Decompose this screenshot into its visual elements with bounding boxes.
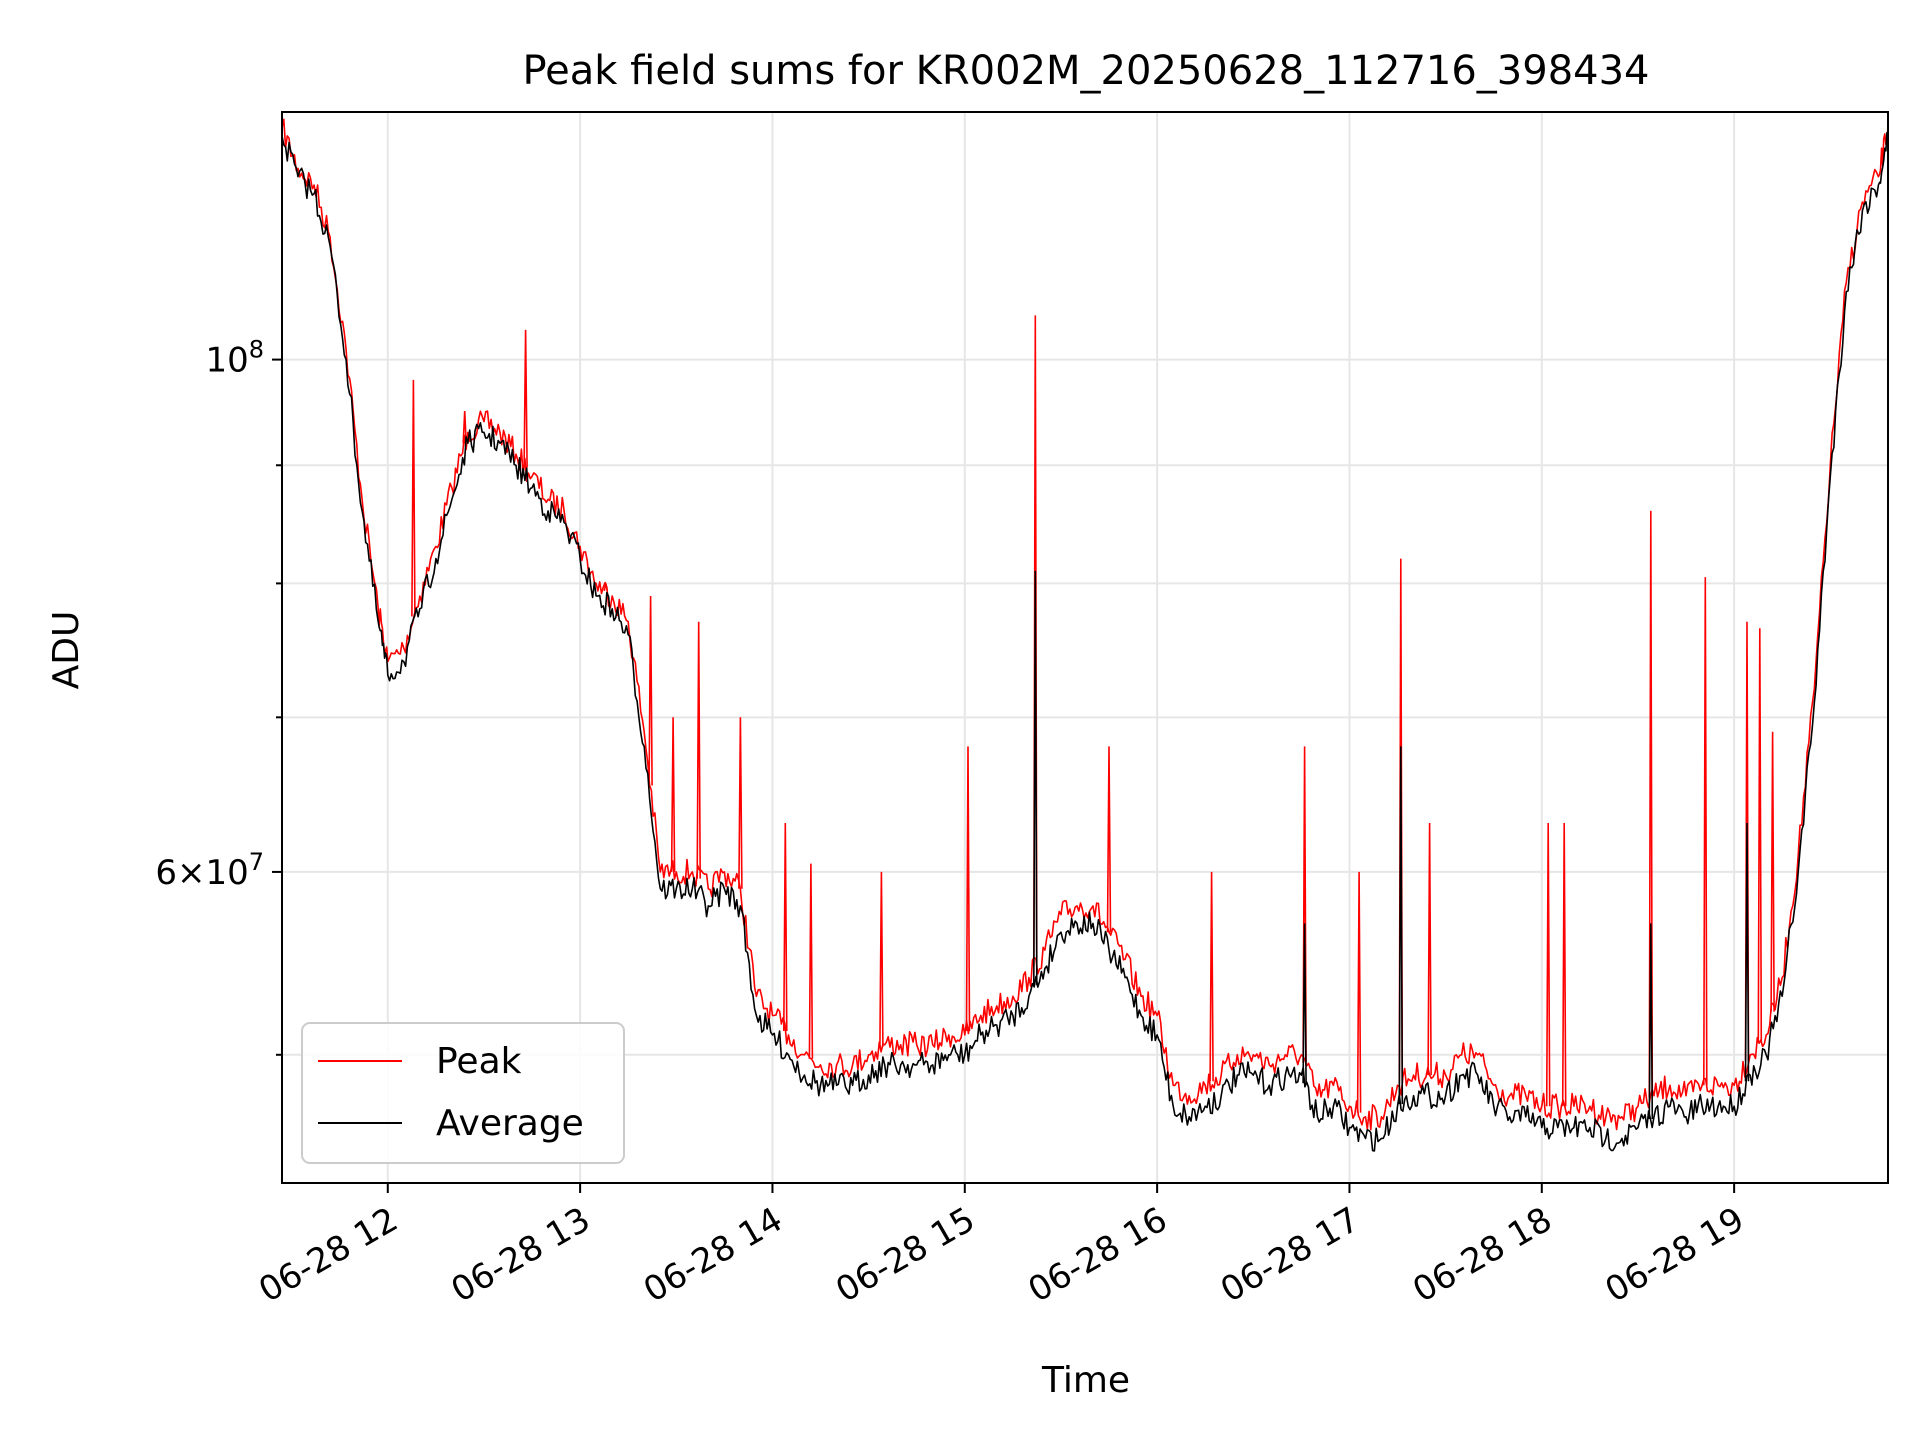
series-spike-peak [879,871,884,1047]
legend: Peak Average [301,1022,625,1164]
series-spike-peak [411,379,416,617]
series-spike-average [1033,570,1038,986]
plot-frame [281,111,1889,1184]
series-spike-peak [1703,577,1708,1086]
grid [282,112,1888,1183]
series-spike-peak [1757,628,1763,1043]
series-spike-average [1398,746,1404,1105]
series-spike-peak [603,583,609,592]
x-axis-label: Time [1041,1360,1130,1401]
series-spike-peak [1356,871,1362,1113]
legend-label-average: Average [436,1103,584,1144]
series-spike-average [1302,923,1307,1084]
series-spike-peak [1770,731,1775,1012]
series-spike-peak [648,595,653,786]
series-spike-average [1744,822,1750,1082]
series-spike-peak [523,329,528,468]
series-spike-peak [808,863,814,1059]
series-spike-peak [783,822,788,1032]
series-line-average [281,131,1889,1152]
series-layer [281,118,1889,1152]
series-spike-peak [670,717,676,872]
series-spike-average [1648,923,1654,1120]
y-axis-label: ADU [46,611,87,690]
series-spike-peak [1106,746,1112,933]
series-spike-peak [1209,871,1214,1082]
series-spike-peak [1427,822,1432,1076]
legend-label-peak: Peak [436,1041,522,1082]
series-spike-peak [696,621,701,879]
series-spike-peak [738,717,743,889]
series-spike-peak [1648,510,1654,1098]
series-spike-peak [965,746,971,1032]
y-tick-label: 6×107 [155,848,264,893]
series-spike-peak [1545,822,1551,1107]
chart-title: Peak field sums for KR002M_20250628_1127… [522,48,1649,94]
series-spike-peak [462,410,467,444]
legend-box [301,1022,625,1164]
series-spike-peak [1561,822,1567,1107]
series-line-peak [281,118,1889,1131]
